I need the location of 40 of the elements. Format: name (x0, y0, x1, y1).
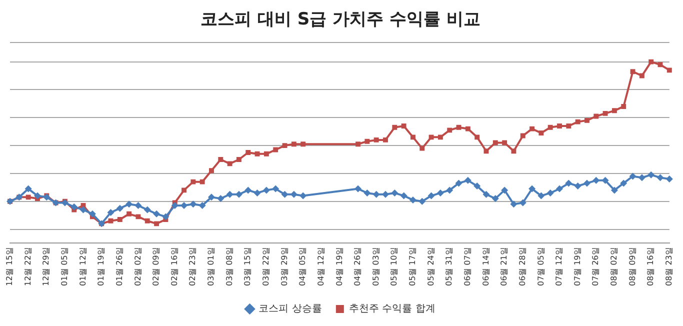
x-tick-label: 04월 26일 (353, 247, 362, 286)
x-tick-label: 08월 02일 (610, 247, 619, 286)
x-tick-label: 01월 19일 (96, 247, 106, 286)
x-tick-label: 04월 12일 (316, 247, 326, 286)
x-tick-label: 01월 12일 (78, 247, 88, 286)
x-tick-label: 03월 15일 (243, 247, 252, 286)
x-tick-label: 02월 23일 (188, 247, 198, 286)
x-tick-label: 03월 29일 (280, 247, 289, 286)
x-tick-label: 02월 09일 (152, 247, 161, 286)
x-tick-label: 06월 28일 (518, 247, 527, 286)
x-tick-label: 03월 22일 (262, 247, 271, 286)
x-tick-label: 03월 08일 (224, 247, 234, 286)
x-tick-label: 02월 16일 (170, 247, 179, 286)
x-tick-label: 08월 23일 (664, 247, 674, 286)
x-tick-label: 07월 19일 (572, 247, 582, 286)
x-tick-label: 06월 07일 (462, 247, 472, 286)
x-tick-label: 05월 10일 (390, 247, 399, 286)
x-tick-label: 07월 05일 (536, 247, 546, 286)
x-tick-label: 05월 24일 (426, 247, 436, 286)
x-tick-label: 06월 14일 (481, 247, 490, 286)
x-tick-label: 04월 19일 (334, 247, 344, 286)
x-tick-label: 06월 21일 (500, 247, 509, 286)
x-tick-label: 08월 09일 (628, 247, 637, 286)
x-tick-label: 03월 01일 (206, 247, 216, 286)
x-tick-label: 01월 26일 (114, 247, 124, 286)
x-tick-label: 12월 22일 (23, 247, 32, 286)
x-tick-label: 07월 26일 (591, 247, 600, 286)
x-tick-label: 08월 16일 (646, 247, 656, 286)
x-tick-label: 07월 12일 (554, 247, 564, 286)
x-tick-label: 01월 05일 (60, 247, 70, 286)
chart-title: 코스피 대비 S급 가치주 수익률 비교 (200, 10, 480, 30)
x-tick-label: 04월 05일 (298, 247, 308, 286)
x-tick-label: 12월 15일 (5, 247, 14, 286)
x-tick-label: 12월 29일 (42, 247, 51, 286)
legend-label: 추천주 수익률 합계 (348, 304, 436, 315)
x-tick-label: 05월 03일 (371, 247, 380, 286)
x-tick-label: 05월 17일 (408, 247, 418, 286)
legend-label: 코스피 상승률 (258, 304, 322, 315)
x-tick-label: 02월 02일 (133, 247, 142, 286)
x-tick-label: 05월 31일 (444, 247, 454, 286)
